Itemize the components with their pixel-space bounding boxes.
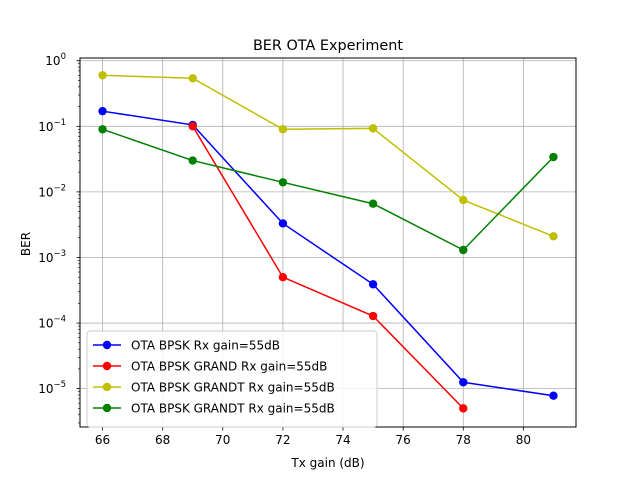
data-point: [278, 273, 288, 282]
axis-ticks: 66 68 70 72 74 76 78 80 10−5 10−4 10−3 10−2 10−1 100: [38, 52, 531, 447]
data-point: [459, 245, 468, 255]
legend-item: OTA BPSK GRANDT Rx gain=55dB: [93, 402, 335, 416]
data-point: [549, 391, 558, 400]
data-point: [459, 404, 468, 413]
series-3: [98, 71, 558, 241]
legend-item: OTA BPSK Rx gain=55dB: [93, 339, 280, 353]
y-tick-label: 100: [45, 52, 66, 68]
chart-title: BER OTA Experiment: [253, 38, 403, 54]
series-4: [98, 125, 558, 255]
y-tick-label: 10−1: [38, 118, 66, 134]
legend-marker: [102, 361, 112, 371]
data-point: [188, 122, 197, 131]
legend-item: OTA BPSK GRANDT Rx gain=55dB: [93, 381, 335, 395]
data-point: [188, 156, 197, 165]
x-axis-label: Tx gain (dB): [290, 456, 364, 470]
series-line: [102, 74, 554, 238]
legend: OTA BPSK Rx gain=55dB OTA BPSK GRAND Rx g…: [86, 330, 378, 428]
x-tick-label: 68: [155, 433, 170, 447]
data-point: [368, 280, 378, 289]
legend-label: OTA BPSK GRANDT Rx gain=55dB: [131, 402, 335, 416]
x-tick-label: 72: [275, 433, 290, 447]
legend-marker: [102, 382, 112, 392]
series-2: [188, 122, 468, 413]
data-point: [278, 219, 288, 228]
data-point: [549, 152, 558, 162]
x-tick-label: 76: [396, 433, 411, 447]
legend-box: [86, 330, 378, 428]
x-tick-label: 74: [335, 433, 350, 447]
legend-marker: [102, 340, 112, 350]
y-tick-label: 10−2: [38, 183, 66, 199]
y-tick-label: 10−5: [38, 380, 66, 396]
data-point: [459, 195, 468, 205]
data-point: [98, 71, 107, 80]
x-tick-label: 78: [456, 433, 471, 447]
data-point: [459, 378, 468, 387]
data-point: [98, 125, 107, 134]
data-point: [549, 232, 558, 241]
x-tick-label: 80: [516, 433, 531, 447]
series-line: [192, 125, 464, 409]
legend-marker: [102, 403, 112, 413]
data-point: [368, 199, 378, 208]
series-line: [102, 110, 554, 397]
data-point: [98, 106, 107, 116]
legend-item: OTA BPSK GRAND Rx gain=55dB: [93, 360, 327, 374]
y-axis-label: BER: [19, 232, 33, 256]
y-tick-label: 10−4: [38, 315, 66, 331]
data-point: [278, 125, 288, 134]
data-point: [368, 311, 378, 321]
data-point: [188, 74, 197, 83]
grid-lines: [80, 58, 576, 427]
x-tick-label: 66: [95, 433, 110, 447]
data-point: [278, 178, 288, 187]
legend-label: OTA BPSK Rx gain=55dB: [131, 339, 280, 353]
x-tick-label: 70: [215, 433, 230, 447]
legend-label: OTA BPSK GRAND Rx gain=55dB: [131, 360, 327, 374]
legend-label: OTA BPSK GRANDT Rx gain=55dB: [131, 381, 335, 395]
series-line: [102, 128, 554, 251]
y-tick-label: 10−3: [38, 249, 66, 265]
series-layer: [98, 71, 558, 413]
data-point: [368, 124, 378, 133]
